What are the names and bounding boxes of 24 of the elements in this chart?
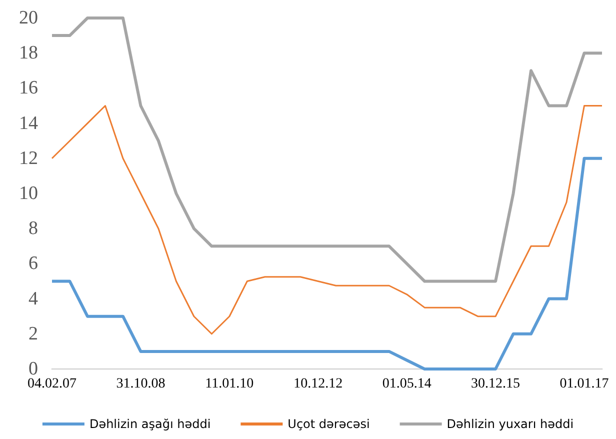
line-series <box>50 16 604 283</box>
x-tick-label: 10.12.12 <box>294 376 343 392</box>
y-tick-label: 8 <box>28 218 38 240</box>
y-tick-label: 20 <box>19 8 38 28</box>
legend-label: Uçot dərəcəsi <box>288 417 370 431</box>
x-tick-label: 01.05.14 <box>382 376 432 392</box>
y-tick-label: 10 <box>19 183 38 204</box>
line-series <box>50 156 604 370</box>
legend-label: Dəhlizin aşağı həddi <box>89 417 211 431</box>
y-tick-label: 14 <box>19 112 38 134</box>
y-tick-label: 18 <box>19 42 38 64</box>
x-tick-label: 01.01.17 <box>560 376 609 392</box>
x-tick-label: 11.01.10 <box>205 376 254 392</box>
y-tick-label: 12 <box>19 148 38 169</box>
y-tick-label: 6 <box>28 253 38 274</box>
x-tick-label: 31.10.08 <box>116 376 166 392</box>
x-tick-label: 30.12.15 <box>471 376 520 392</box>
y-tick-label: 16 <box>19 78 38 99</box>
y-tick-label: 0 <box>28 358 38 380</box>
y-tick-label: 4 <box>28 288 38 310</box>
legend-label: Dəhlizin yuxarı həddi <box>446 417 574 431</box>
y-tick-label: 2 <box>28 323 38 344</box>
x-tick-label: 04.02.07 <box>28 376 76 392</box>
line-series <box>51 105 603 335</box>
